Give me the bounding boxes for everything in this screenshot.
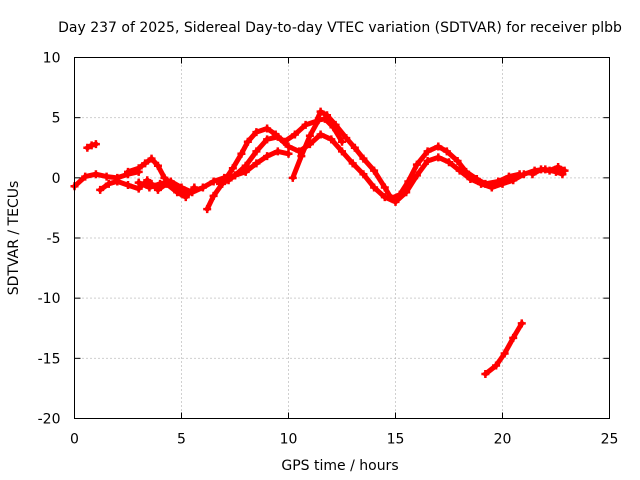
y-tick-label: -15: [38, 351, 61, 367]
series-track-7: [220, 135, 562, 202]
chart: Day 237 of 2025, Sidereal Day-to-day VTE…: [0, 0, 640, 480]
y-tick-label: -10: [38, 291, 61, 307]
grid-layer: [75, 58, 610, 419]
x-tick-label: 15: [387, 432, 405, 448]
y-tick-label: 5: [52, 111, 61, 127]
x-tick-label: 25: [601, 432, 619, 448]
y-tick-label: 10: [43, 51, 61, 67]
tick-layer: 0 5 10 15 20 25 -20 -15 -10 -5 0 5 10: [38, 51, 619, 448]
y-tick-label: -5: [47, 231, 61, 247]
y-tick-label: 0: [52, 171, 61, 187]
x-axis-label: GPS time / hours: [281, 458, 398, 474]
x-tick-label: 5: [177, 432, 186, 448]
series-layer: [71, 108, 569, 378]
x-tick-label: 0: [70, 432, 79, 448]
y-axis-label: SDTVAR / TECUs: [6, 181, 22, 296]
y-tick-label: -20: [38, 412, 61, 428]
chart-title: Day 237 of 2025, Sidereal Day-to-day VTE…: [58, 20, 622, 36]
series-track-9: [485, 323, 521, 374]
x-tick-label: 20: [494, 432, 512, 448]
x-tick-label: 10: [280, 432, 298, 448]
